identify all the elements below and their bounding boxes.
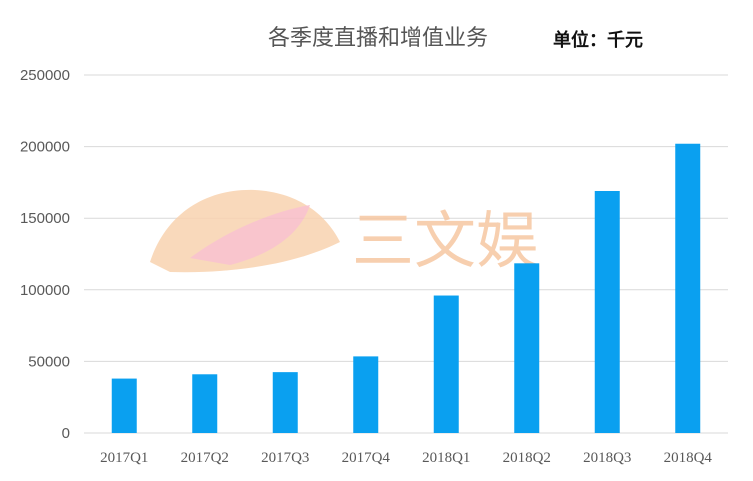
x-tick-label: 2017Q1: [100, 450, 148, 466]
x-tick-label: 2018Q2: [503, 450, 551, 466]
watermark-logo: 三文娱: [150, 189, 538, 277]
x-tick-label: 2018Q3: [583, 450, 631, 466]
bar-2017Q3: [272, 372, 298, 433]
y-axis-ticks: 0 50000 100000 150000 200000 250000: [20, 67, 70, 442]
y-tick-label: 0: [62, 425, 70, 442]
bar-2017Q2: [192, 374, 218, 433]
chart-title: 各季度直播和增值业务: [268, 26, 488, 51]
x-tick-label: 2017Q2: [181, 450, 229, 466]
x-axis-ticks: 2017Q1 2017Q2 2017Q3 2017Q4 2018Q1 2018Q2 2018…: [100, 450, 712, 466]
y-tick-label: 150000: [20, 210, 70, 227]
bar-2018Q3: [594, 190, 620, 433]
bar-2017Q1: [111, 378, 137, 433]
x-tick-label: 2017Q4: [342, 450, 391, 466]
y-tick-label: 50000: [28, 353, 70, 370]
x-tick-label: 2018Q4: [664, 450, 713, 466]
x-tick-label: 2018Q1: [422, 450, 470, 466]
bar-2017Q4: [353, 356, 379, 433]
x-tick-label: 2017Q3: [261, 450, 309, 466]
y-tick-label: 250000: [20, 67, 70, 84]
petal-icon: [190, 205, 310, 265]
y-tick-label: 100000: [20, 282, 70, 299]
watermark-text: 三文娱: [352, 204, 538, 277]
bar-2018Q1: [433, 295, 459, 433]
bars: [111, 143, 701, 433]
unit-label: 单位：千元: [553, 29, 643, 51]
y-tick-label: 200000: [20, 139, 70, 156]
bar-2018Q4: [675, 143, 701, 433]
bar-2018Q2: [514, 263, 540, 433]
